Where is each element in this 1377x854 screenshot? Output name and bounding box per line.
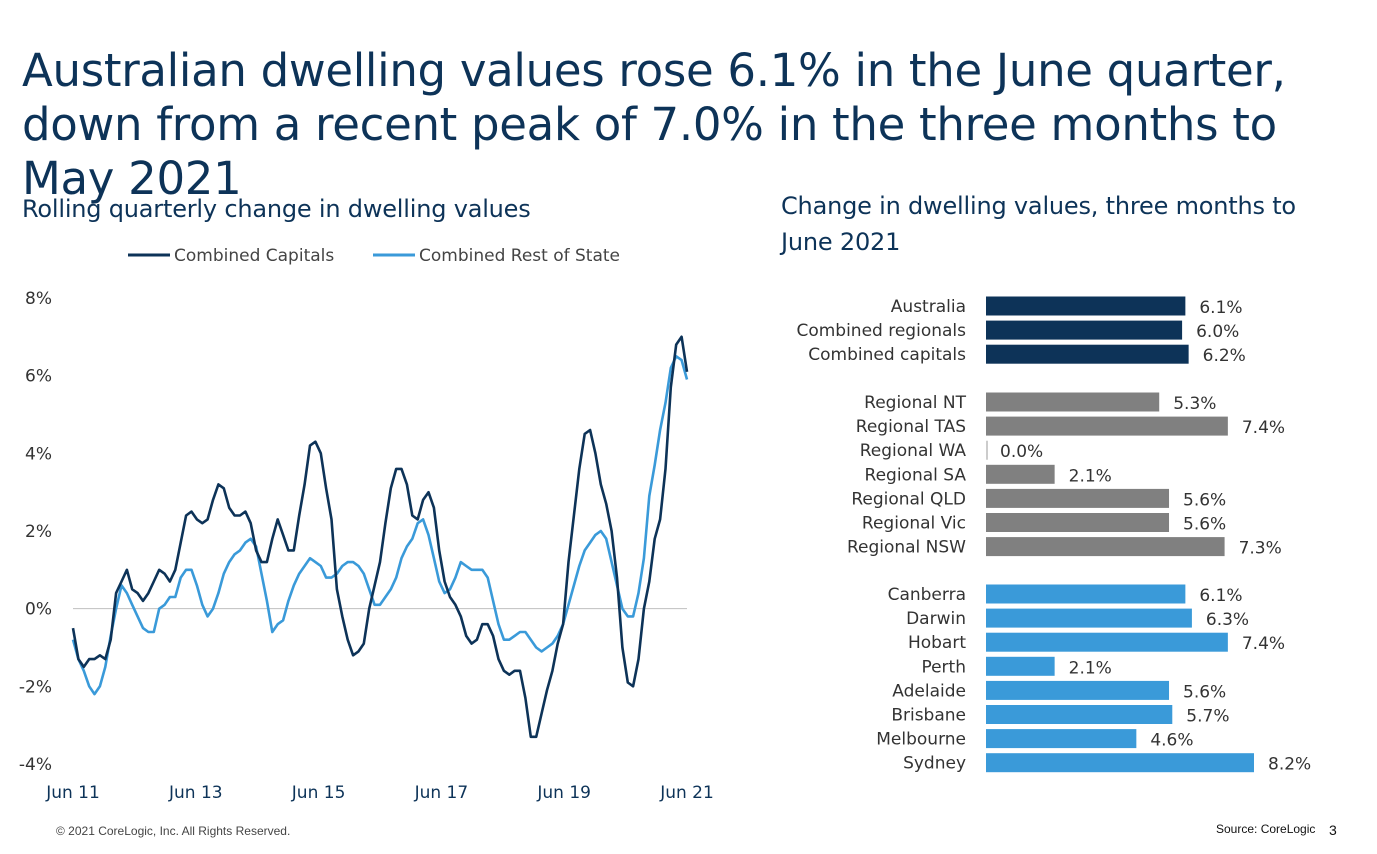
bar-regional-qld <box>986 488 1170 508</box>
bar-value-label: 5.3% <box>1173 394 1216 414</box>
bar-value-label: 2.1% <box>1069 658 1112 678</box>
bar-regional-nt <box>986 392 1160 412</box>
bar-regional-tas <box>986 416 1228 436</box>
bar-category-regional-nt: Regional NT <box>864 393 966 413</box>
y-tick-label: -2% <box>19 677 52 697</box>
bar-value-label: 6.3% <box>1206 610 1249 630</box>
bar-category-brisbane: Brisbane <box>891 706 966 726</box>
bar-category-hobart: Hobart <box>908 633 966 653</box>
bar-value-label: 7.3% <box>1239 539 1282 559</box>
bar-value-label: 6.2% <box>1203 346 1246 366</box>
legend-label-rest-of-state: Combined Rest of State <box>419 246 620 266</box>
y-tick-label: 6% <box>25 367 52 387</box>
y-tick-label: 4% <box>25 444 52 464</box>
bar-regional-vic <box>986 513 1170 532</box>
page-number: 3 <box>1329 822 1337 838</box>
bar-brisbane <box>986 705 1173 724</box>
bar-category-adelaide: Adelaide <box>892 681 966 701</box>
legend-label-capitals: Combined Capitals <box>174 246 334 266</box>
bar-adelaide <box>986 680 1170 700</box>
bar-value-label: 5.6% <box>1183 682 1226 702</box>
line-chart: Combined Capitals Combined Rest of State 8… <box>19 246 714 803</box>
bar-category-regional-wa: Regional WA <box>860 441 967 461</box>
x-tick-label: Jun 19 <box>536 783 591 803</box>
x-tick-label: Jun 13 <box>168 783 223 803</box>
bar-category-darwin: Darwin <box>906 609 966 629</box>
y-tick-label: 8% <box>25 289 52 309</box>
bar-category-regional-sa: Regional SA <box>865 465 967 485</box>
bar-category-regional-nsw: Regional NSW <box>847 538 966 558</box>
bar-value-label: 6.1% <box>1199 586 1242 606</box>
x-tick-label: Jun 11 <box>45 783 100 803</box>
bar-category-melbourne: Melbourne <box>876 730 966 750</box>
y-tick-label: -4% <box>19 755 52 775</box>
line-chart-title: Rolling quarterly change in dwelling val… <box>22 195 531 223</box>
bar-category-regional-vic: Regional Vic <box>862 514 966 534</box>
bar-category-australia: Australia <box>891 297 966 317</box>
series-line-rest-of-state <box>71 354 689 696</box>
bar-canberra <box>986 584 1186 604</box>
copyright-notice: © 2021 CoreLogic, Inc. All Rights Reserv… <box>56 824 291 838</box>
bar-value-label: 6.1% <box>1199 298 1242 318</box>
x-tick-label: Jun 21 <box>659 783 714 803</box>
bar-category-perth: Perth <box>921 657 966 677</box>
x-tick-label: Jun 15 <box>291 783 346 803</box>
bar-value-label: 5.7% <box>1186 707 1229 727</box>
bar-darwin <box>986 608 1192 628</box>
page-title: Australian dwelling values rose 6.1% in … <box>22 44 1286 205</box>
bar-category-combined-capitals: Combined capitals <box>808 345 966 365</box>
bar-category-combined-regionals: Combined regionals <box>796 321 966 341</box>
bar-value-label: 8.2% <box>1268 755 1311 775</box>
bar-regional-sa <box>986 464 1055 484</box>
bar-value-label: 4.6% <box>1150 731 1193 751</box>
y-tick-label: 0% <box>25 600 52 620</box>
bar-perth <box>986 656 1055 676</box>
bar-category-sydney: Sydney <box>903 754 966 774</box>
bar-value-label: 0.0% <box>1000 442 1043 462</box>
bar-chart-title: Change in dwelling values, three months … <box>781 192 1296 256</box>
bar-value-label: 5.6% <box>1183 490 1226 510</box>
bar-value-label: 2.1% <box>1069 466 1112 486</box>
x-tick-label: Jun 17 <box>414 783 469 803</box>
series-line-capitals <box>71 335 689 739</box>
bar-australia <box>986 296 1186 316</box>
bar-category-canberra: Canberra <box>888 585 966 605</box>
bar-value-label: 7.4% <box>1242 634 1285 654</box>
bar-category-regional-tas: Regional TAS <box>856 417 966 437</box>
bar-category-regional-qld: Regional QLD <box>851 489 966 509</box>
bar-value-label: 5.6% <box>1183 515 1226 535</box>
bar-melbourne <box>986 729 1137 749</box>
bar-combined-capitals <box>986 344 1189 364</box>
source-note: Source: CoreLogic <box>1216 822 1316 836</box>
y-tick-label: 2% <box>25 522 52 542</box>
bar-value-label: 7.4% <box>1242 418 1285 438</box>
bar-combined-regionals <box>986 320 1183 340</box>
bar-value-label: 6.0% <box>1196 322 1239 342</box>
bar-hobart <box>986 632 1228 652</box>
bar-regional-nsw <box>986 537 1225 557</box>
bar-sydney <box>986 753 1254 773</box>
